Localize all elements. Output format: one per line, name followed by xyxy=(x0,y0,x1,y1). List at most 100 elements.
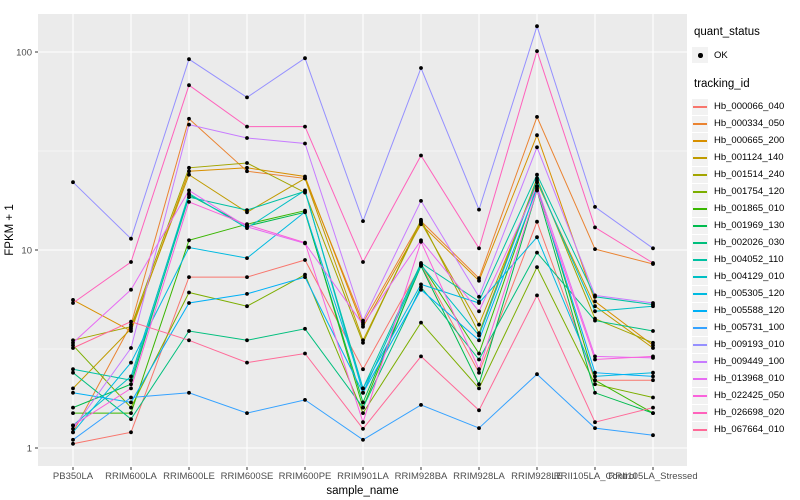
data-point xyxy=(651,246,655,251)
data-point xyxy=(303,240,307,245)
data-point xyxy=(477,382,481,387)
data-point xyxy=(535,219,539,224)
x-tick-label: RRIM901LA xyxy=(337,471,389,482)
legend-title-tracking-id: tracking_id xyxy=(694,78,750,90)
legend-key-line xyxy=(692,387,708,404)
data-point xyxy=(535,184,539,189)
data-point xyxy=(593,247,597,252)
data-point xyxy=(651,378,655,383)
data-point xyxy=(477,408,481,413)
legend-item-tracking: Hb_001514_240 xyxy=(692,166,798,183)
data-point xyxy=(593,420,597,425)
data-point xyxy=(187,290,191,295)
data-point xyxy=(187,169,191,174)
data-point xyxy=(593,374,597,379)
data-point xyxy=(535,24,539,29)
data-point xyxy=(71,298,75,302)
data-point xyxy=(535,188,539,193)
series-color-line-icon xyxy=(693,292,707,295)
legend-item-tracking: Hb_002026_030 xyxy=(692,234,798,251)
data-point xyxy=(245,411,249,415)
data-point xyxy=(187,301,191,305)
data-point xyxy=(535,145,539,150)
data-point xyxy=(245,136,249,140)
data-point xyxy=(593,225,597,230)
legend-item-tracking: Hb_005588_120 xyxy=(692,302,798,319)
data-point xyxy=(593,299,597,304)
legend-key-line xyxy=(692,115,708,132)
data-point xyxy=(361,219,365,224)
legend-key-line xyxy=(692,370,708,387)
data-point xyxy=(129,405,133,410)
data-point xyxy=(71,426,75,431)
data-point xyxy=(303,275,307,279)
data-point xyxy=(535,265,539,269)
data-point xyxy=(245,338,249,343)
x-tick-label: RRIM928LE xyxy=(511,471,563,482)
data-point xyxy=(361,400,365,405)
legend-label-tracking-id: Hb_001865_010 xyxy=(714,203,785,214)
data-point xyxy=(303,56,307,61)
y-tick-label: 100 xyxy=(16,48,32,59)
data-point xyxy=(187,195,191,200)
series-color-line-icon xyxy=(693,207,707,210)
data-point xyxy=(129,382,133,387)
data-point xyxy=(303,209,307,214)
data-point xyxy=(187,172,191,177)
series-color-line-icon xyxy=(693,394,707,397)
data-point xyxy=(535,49,539,53)
series-color-line-icon xyxy=(693,241,707,244)
data-point xyxy=(477,207,481,212)
data-point xyxy=(129,319,133,324)
legend-key-line xyxy=(692,268,708,285)
data-point xyxy=(71,301,75,305)
legend-label-tracking-id: Hb_000066_040 xyxy=(714,101,785,112)
data-point xyxy=(535,172,539,177)
data-point xyxy=(361,420,365,425)
data-point xyxy=(593,318,597,323)
data-point xyxy=(419,354,423,359)
data-point xyxy=(361,367,365,372)
data-point xyxy=(361,318,365,323)
x-tick-label: RRII105LA_Stressed xyxy=(608,471,697,482)
data-point xyxy=(361,405,365,410)
x-tick-label: RRIM600SE xyxy=(221,471,274,482)
data-point xyxy=(477,426,481,430)
legend-item-tracking: Hb_000066_040 xyxy=(692,98,798,115)
data-point xyxy=(419,153,423,158)
data-point xyxy=(593,205,597,209)
legend-label-tracking-id: Hb_022425_050 xyxy=(714,390,785,401)
data-point xyxy=(535,250,539,255)
x-tick-label: RRIM928LA xyxy=(453,471,505,482)
data-point xyxy=(245,169,249,174)
data-point xyxy=(303,124,307,129)
series-color-line-icon xyxy=(693,275,707,278)
series-color-line-icon xyxy=(693,173,707,176)
data-point xyxy=(129,386,133,391)
x-tick-label: RRIM600LA xyxy=(105,471,157,482)
data-point xyxy=(419,403,423,407)
legend-item-tracking: Hb_005731_100 xyxy=(692,319,798,336)
data-point xyxy=(593,378,597,383)
data-point xyxy=(651,354,655,359)
data-point xyxy=(245,161,249,165)
data-point xyxy=(593,354,597,359)
legend-label-tracking-id: Hb_013968_010 xyxy=(714,373,785,384)
data-point xyxy=(303,326,307,331)
series-color-line-icon xyxy=(693,224,707,227)
data-point xyxy=(361,390,365,395)
data-point xyxy=(129,430,133,435)
data-point xyxy=(71,411,75,415)
data-point xyxy=(303,258,307,262)
data-point xyxy=(477,357,481,362)
data-point xyxy=(361,340,365,345)
data-point xyxy=(419,263,423,267)
legend-key-line xyxy=(692,200,708,217)
legend-key-line xyxy=(692,336,708,353)
data-point xyxy=(129,395,133,400)
data-point xyxy=(593,293,597,298)
data-point xyxy=(187,122,191,127)
legend-key-line xyxy=(692,149,708,166)
legend-label-tracking-id: Hb_004052_110 xyxy=(714,254,784,265)
legend-key-line xyxy=(692,217,708,234)
